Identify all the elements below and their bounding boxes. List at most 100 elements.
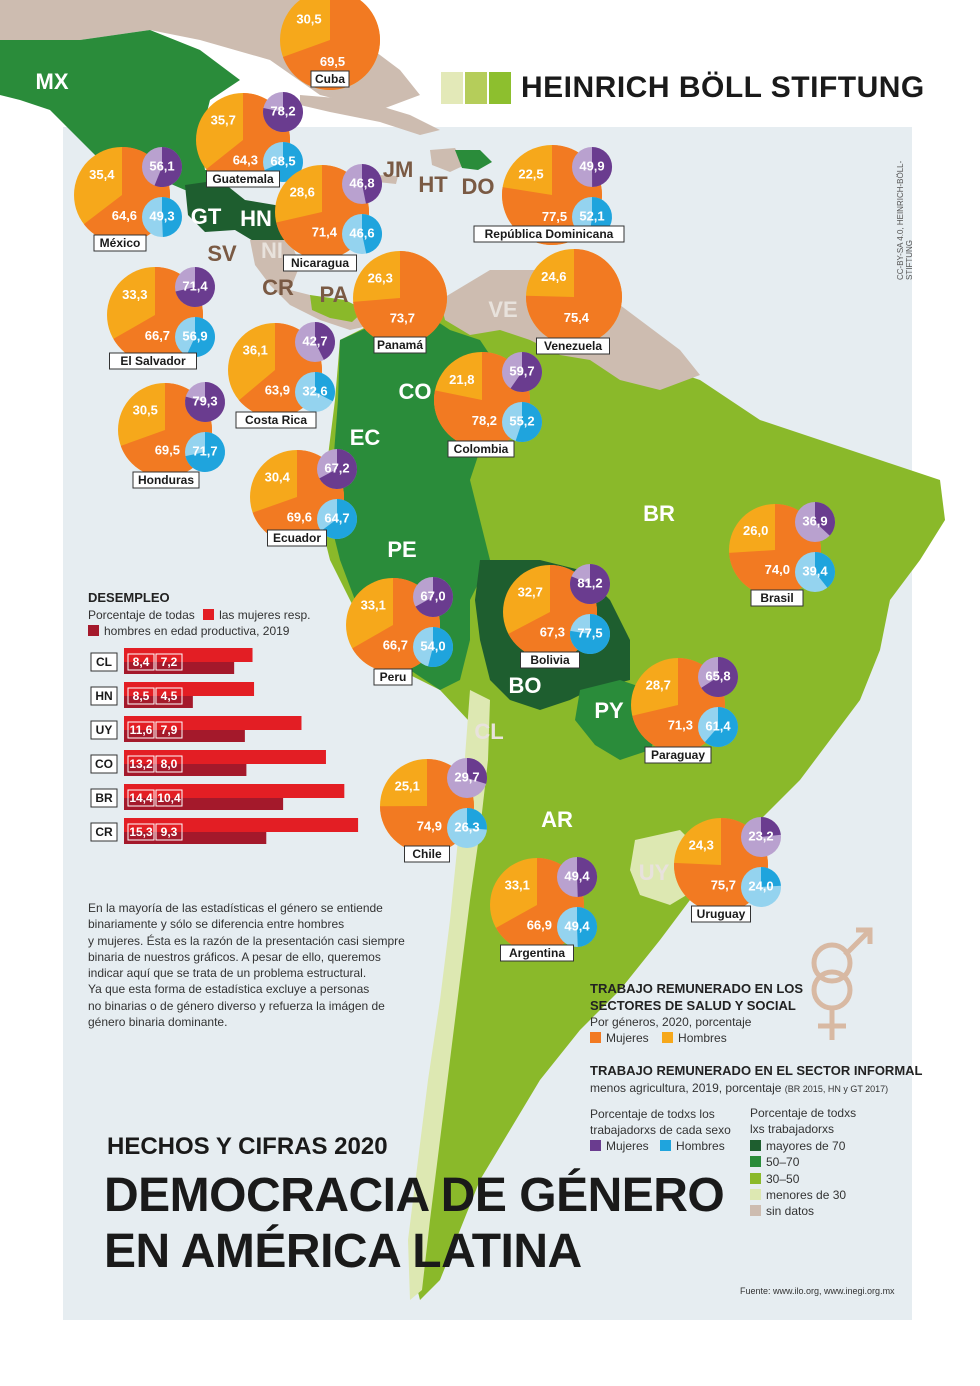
pie-inf-hombres-wedge <box>162 197 182 237</box>
country-name-box <box>109 352 197 370</box>
country-name: Colombia <box>454 442 509 456</box>
legend-salud-sub: Por géneros, 2020, porcentaje <box>590 1015 752 1029</box>
pie-inf-mujeres-wedge <box>415 577 453 617</box>
pie-inf-hombres-label: 24,0 <box>748 878 773 893</box>
bar-legend-hombres <box>88 625 99 636</box>
code-cl: CL <box>474 719 503 744</box>
logo-square-3 <box>489 72 511 104</box>
pie-salud-hombres-label: 33,1 <box>505 878 530 893</box>
country-name-box <box>283 254 357 272</box>
title-line1: DEMOCRACIA DE GÉNERO <box>104 1169 725 1222</box>
legend-salud-title2: SECTORES DE SALUD Y SOCIAL <box>590 998 796 1013</box>
country-name: México <box>100 236 141 250</box>
logo-text: HEINRICH BÖLL STIFTUNG <box>521 71 925 104</box>
pie-inf-mujeres-wedge <box>185 382 226 422</box>
note-line: no binarias o de género diverso y refuer… <box>88 998 385 1013</box>
bar-value-box <box>127 687 155 705</box>
pie-inf-mujeres-wedge <box>701 657 738 698</box>
legend-salud: TRABAJO REMUNERADO EN LOS SECTORES DE SA… <box>590 981 803 1045</box>
country-name: Guatemala <box>212 172 274 186</box>
legend-cat-label: mayores de 70 <box>766 1138 846 1153</box>
pie-salud-mujeres <box>282 0 380 90</box>
pie-inf-hombres-label: 61,4 <box>705 718 731 733</box>
pie-inf-mujeres-label: 29,7 <box>454 769 479 784</box>
legend-salud-keys: Mujeres Hombres <box>590 1031 803 1045</box>
source-text: Fuente: www.ilo.org, www.inegi.org.mx <box>740 1286 895 1296</box>
country-name-box <box>750 589 804 607</box>
bar-mujeres <box>124 750 326 764</box>
logo-square-1 <box>441 72 463 104</box>
pie-inf-hombres-label: 71,7 <box>192 443 217 458</box>
swatch-mayores70 <box>750 1139 761 1151</box>
country-group-Chile: 25,1 74,9 29,7 26,3 Chile <box>380 758 487 863</box>
bar-code-label: UY <box>96 723 113 737</box>
pie-inf-hombres-label: 77,5 <box>577 625 602 640</box>
bar-hombres <box>124 662 235 674</box>
country-group-Nicaragua: 28,6 71,4 46,8 46,6 Nicaragua <box>275 164 383 272</box>
pie-inf-hombres-label: 49,4 <box>564 918 590 933</box>
pie-salud-hombres-label: 25,1 <box>395 779 420 794</box>
code-ni: NI <box>261 238 283 263</box>
country-group-Honduras: 30,5 69,5 79,3 71,7 Honduras <box>118 382 226 489</box>
country-group-El Salvador: 33,3 66,7 71,4 56,9 El Salvador <box>107 267 216 370</box>
country-name: República Dominicana <box>485 227 614 241</box>
pie-inf-hombres-label: 68,5 <box>270 153 295 168</box>
legend-inf-subline: menos agricultura, 2019, porcentaje (BR … <box>590 1081 922 1095</box>
desempleo-title: DESEMPLEO <box>88 590 170 605</box>
code-sv: SV <box>207 241 237 266</box>
mexico-shape <box>0 30 240 195</box>
bar-code-label: HN <box>95 689 112 703</box>
pie-salud-hombres-label: 30,4 <box>265 470 291 485</box>
swatch-menores30 <box>750 1189 761 1201</box>
bar-mujeres-label: 11,6 <box>130 723 153 737</box>
legend-cat-label: 30–50 <box>766 1171 800 1186</box>
swatch-sin-datos <box>750 1205 761 1217</box>
pie-inf-mujeres-wedge <box>467 758 487 784</box>
bar-value-box <box>127 653 155 671</box>
bar-value-box <box>155 789 183 807</box>
legend-salud-mujeres: Mujeres <box>606 1031 649 1045</box>
legend-cat-label: menores de 30 <box>766 1188 847 1203</box>
country-name: Panamá <box>377 338 423 352</box>
pie-inf-hombres-label: 32,6 <box>302 383 327 398</box>
pie-salud-mujeres-label: 67,3 <box>540 625 565 640</box>
pie-inf-mujeres-wedge <box>569 564 610 604</box>
pie-salud-mujeres-label: 64,3 <box>233 153 258 168</box>
legend-cat-row: 30–50 <box>750 1171 856 1187</box>
bar-code-box <box>90 720 118 740</box>
country-name-box <box>132 471 200 489</box>
country-group-México: 35,4 64,6 56,1 49,3 México <box>74 147 182 252</box>
country-name-box <box>473 225 625 243</box>
country-group-Panamá: 26,3 73,7 Panamá <box>353 251 448 354</box>
cuba-shape <box>300 95 440 135</box>
pie-inf-hombres-wedge <box>186 317 216 357</box>
country-group-Brasil: 26,0 74,0 36,9 39,4 Brasil <box>729 502 836 607</box>
bar-row-CO: CO 13,2 8,0 <box>90 750 326 776</box>
bar-legend-mujeres <box>203 609 215 620</box>
pie-salud-mujeres-label: 73,7 <box>390 311 415 326</box>
legend-inf-note: (BR 2015, HN y GT 2017) <box>784 1084 889 1094</box>
pie-inf-hombres-wedge <box>815 552 836 588</box>
country-group-Paraguay: 28,7 71,3 65,8 61,4 Paraguay <box>631 657 738 764</box>
pie-salud-hombres-label: 30,5 <box>296 11 321 26</box>
country-group-Peru: 33,1 66,7 67,0 54,0 Peru <box>346 577 454 686</box>
country-name: Nicaragua <box>291 256 349 270</box>
legend-cat-row: menores de 30 <box>750 1187 856 1203</box>
pie-inf-mujeres-wedge <box>592 146 613 187</box>
legend-salud-title1: TRABAJO REMUNERADO EN LOS <box>590 981 804 996</box>
country-name-box <box>691 905 751 923</box>
pie-salud-mujeres-label: 66,7 <box>383 638 408 653</box>
country-name-box <box>520 651 580 669</box>
bar-row-HN: HN 8,5 4,5 <box>90 682 255 708</box>
pie-salud-mujeres-label: 75,4 <box>564 310 590 325</box>
legend-cat-label: sin datos <box>766 1204 815 1219</box>
legend-todxs-1: Porcentaje de todxs <box>750 1106 857 1120</box>
pie-inf-mujeres-label: 81,2 <box>577 575 602 590</box>
pie-inf-hombres-label: 39,4 <box>802 563 828 578</box>
swatch-mujeres-inf <box>590 1140 601 1151</box>
bar-hombres-label: 7,9 <box>161 723 178 737</box>
bar-code-label: CO <box>95 757 113 771</box>
bar-hombres-label: 4,5 <box>161 689 178 703</box>
country-name: Venezuela <box>544 339 602 353</box>
